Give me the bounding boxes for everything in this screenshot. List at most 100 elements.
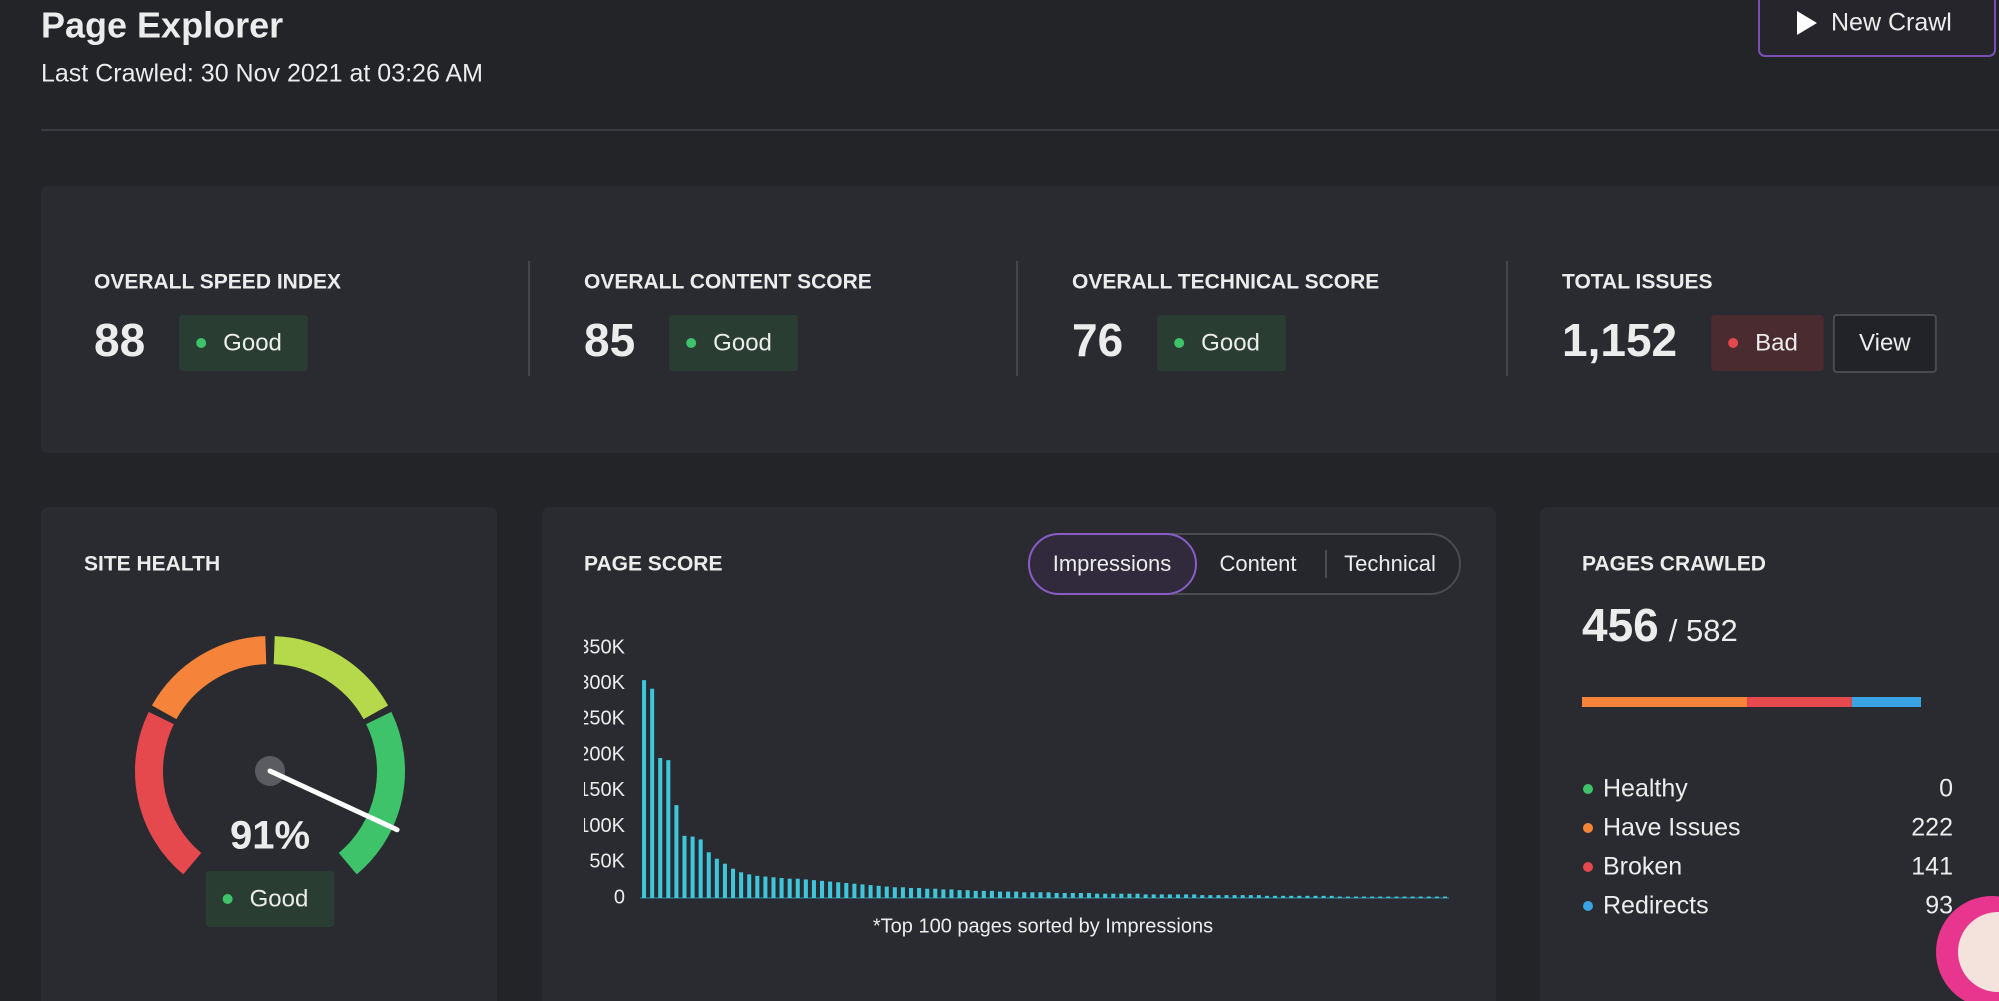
legend-name: Healthy <box>1603 775 1688 803</box>
bar <box>1184 894 1189 898</box>
bar <box>1362 896 1367 898</box>
badge-dot <box>196 338 207 348</box>
legend-name: Redirects <box>1603 892 1709 920</box>
bar <box>820 880 825 898</box>
tab[interactable]: Content <box>1219 551 1296 576</box>
status-badge: Good <box>1157 315 1286 371</box>
bar <box>706 852 711 898</box>
site-health-panel <box>41 507 497 1001</box>
bar <box>1353 896 1358 898</box>
legend-name: Have Issues <box>1603 814 1741 842</box>
y-tick-label: 100K <box>578 815 625 837</box>
badge-bg <box>179 315 308 371</box>
panel-title: PAGES CRAWLED <box>1582 553 1766 576</box>
bar <box>1402 896 1407 898</box>
button-label[interactable]: New Crawl <box>1831 9 1952 37</box>
bar <box>1200 895 1205 898</box>
bar <box>1442 896 1447 898</box>
y-axis: 0 50K 100K 150K 200K 250K 300K 350K <box>578 636 626 908</box>
y-tick-label: 350K <box>578 636 625 658</box>
bar <box>1086 893 1092 898</box>
bar <box>682 835 687 898</box>
legend-value: 93 <box>1925 892 1953 920</box>
bar <box>642 680 647 898</box>
view-button[interactable]: View <box>1832 314 1937 373</box>
bar <box>1434 896 1439 898</box>
bar <box>933 888 938 898</box>
bar <box>1370 896 1375 898</box>
tab[interactable]: Technical <box>1344 551 1436 576</box>
button-frame[interactable] <box>1758 0 1996 57</box>
bar <box>1095 893 1100 898</box>
stacked-segment <box>1582 697 1748 707</box>
tab[interactable]: Impressions <box>1053 551 1172 576</box>
bar <box>739 872 744 898</box>
badge-dot <box>1728 338 1739 348</box>
bar <box>1167 894 1172 898</box>
gauge-value: 91% <box>230 814 310 858</box>
status-badge: Good <box>205 871 335 927</box>
button-label[interactable]: View <box>1859 329 1911 356</box>
bar <box>852 883 857 898</box>
avatar-face[interactable] <box>1958 912 1999 992</box>
bar <box>1329 895 1334 898</box>
status-badge: Good <box>179 315 308 371</box>
bar <box>1103 893 1108 898</box>
bar <box>1248 895 1253 898</box>
bar <box>1264 895 1269 898</box>
bar <box>860 884 865 898</box>
crawled-total: / 582 <box>1669 613 1738 648</box>
play-icon[interactable] <box>1797 11 1817 35</box>
bar <box>1378 896 1383 898</box>
legend-dot <box>1583 784 1593 794</box>
metric-label: OVERALL CONTENT SCORE <box>584 271 872 294</box>
legend-value: 222 <box>1911 814 1953 842</box>
bar <box>698 839 703 898</box>
active-tab[interactable] <box>1028 533 1197 595</box>
bar <box>1394 896 1399 898</box>
y-tick-label: 150K <box>578 779 625 801</box>
badge-bg <box>669 315 798 371</box>
bar <box>1386 896 1391 898</box>
badge-bg <box>205 871 335 927</box>
bar <box>1030 892 1035 898</box>
bar <box>1321 895 1326 898</box>
bar <box>973 890 978 898</box>
bar <box>900 887 905 898</box>
bar-chart: 0 50K 100K 150K 200K 250K 300K 350K *Top 100 pag… <box>578 636 1449 937</box>
metric-label: TOTAL ISSUES <box>1562 271 1713 294</box>
last-crawled: Last Crawled: 30 Nov 2021 at 03:26 AM <box>41 60 483 88</box>
bar <box>1345 896 1350 898</box>
y-tick-label: 300K <box>578 672 625 694</box>
bar <box>1240 895 1245 898</box>
bar <box>868 885 873 898</box>
bar <box>1289 895 1294 898</box>
y-tick-label: 50K <box>589 851 625 873</box>
button-frame[interactable] <box>1832 314 1937 373</box>
badge-text: Good <box>223 329 282 356</box>
bar <box>811 880 816 898</box>
bar <box>884 886 889 898</box>
bar <box>1062 893 1067 898</box>
bar <box>1022 892 1027 898</box>
bar <box>1208 895 1213 898</box>
bar <box>1143 894 1148 898</box>
gauge-segment <box>151 636 267 720</box>
bar <box>1038 892 1043 898</box>
bar <box>1127 893 1132 898</box>
gauge-segment <box>338 711 405 875</box>
summary: OVERALL SPEED INDEX 88 Good OVERALL CONTENT… <box>94 261 1937 376</box>
status-badge: Bad <box>1711 315 1824 371</box>
badge-text: Good <box>250 885 309 912</box>
bar <box>1119 893 1124 898</box>
metric-value: 1,152 <box>1562 314 1677 366</box>
badge-text: Good <box>1201 329 1260 356</box>
bar <box>1151 894 1156 898</box>
bar <box>1232 895 1237 898</box>
bar <box>731 868 736 898</box>
pages-crawled: 456 / 582 Healthy 0 Have Issues 222 Broken 141 R… <box>1582 599 1953 920</box>
new-crawl-button[interactable]: New Crawl <box>1758 0 1996 57</box>
badge-bg <box>1711 315 1824 371</box>
bar <box>666 760 671 898</box>
